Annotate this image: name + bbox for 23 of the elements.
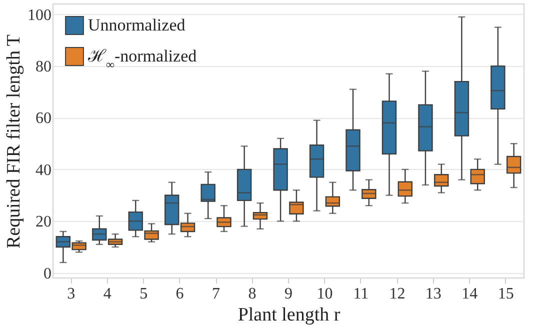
x-tick-label: 11 [353,286,369,302]
y-tick-label: 80 [36,58,52,76]
x-tick-label: 14 [462,286,478,302]
x-axis-title: Plant length r [238,304,341,326]
legend-label: ℋ$_{∞}$-normalized [87,46,198,72]
x-tick-label: 12 [389,286,406,302]
x-tick-label: 6 [176,286,184,302]
x-tick-label: 3 [67,286,76,302]
y-tick-label: 0 [44,265,52,282]
x-tick-label: 7 [212,286,220,302]
y-tick-label: 40 [36,162,52,179]
y-axis-title: Required FIR filter length T [4,34,24,248]
y-tick-label: 20 [36,214,52,231]
x-tick-label: 9 [284,286,292,302]
x-tick-label: 15 [498,286,514,302]
y-tick-label: 100 [28,6,52,24]
x-tick-label: 4 [103,286,112,302]
x-tick-label: 5 [140,286,148,302]
x-tick-label: 10 [316,286,333,302]
legend-label: Unnormalized [88,16,186,34]
x-tick-label: 8 [248,286,256,302]
y-tick-label: 60 [36,110,52,128]
x-tick-label: 13 [425,286,442,302]
